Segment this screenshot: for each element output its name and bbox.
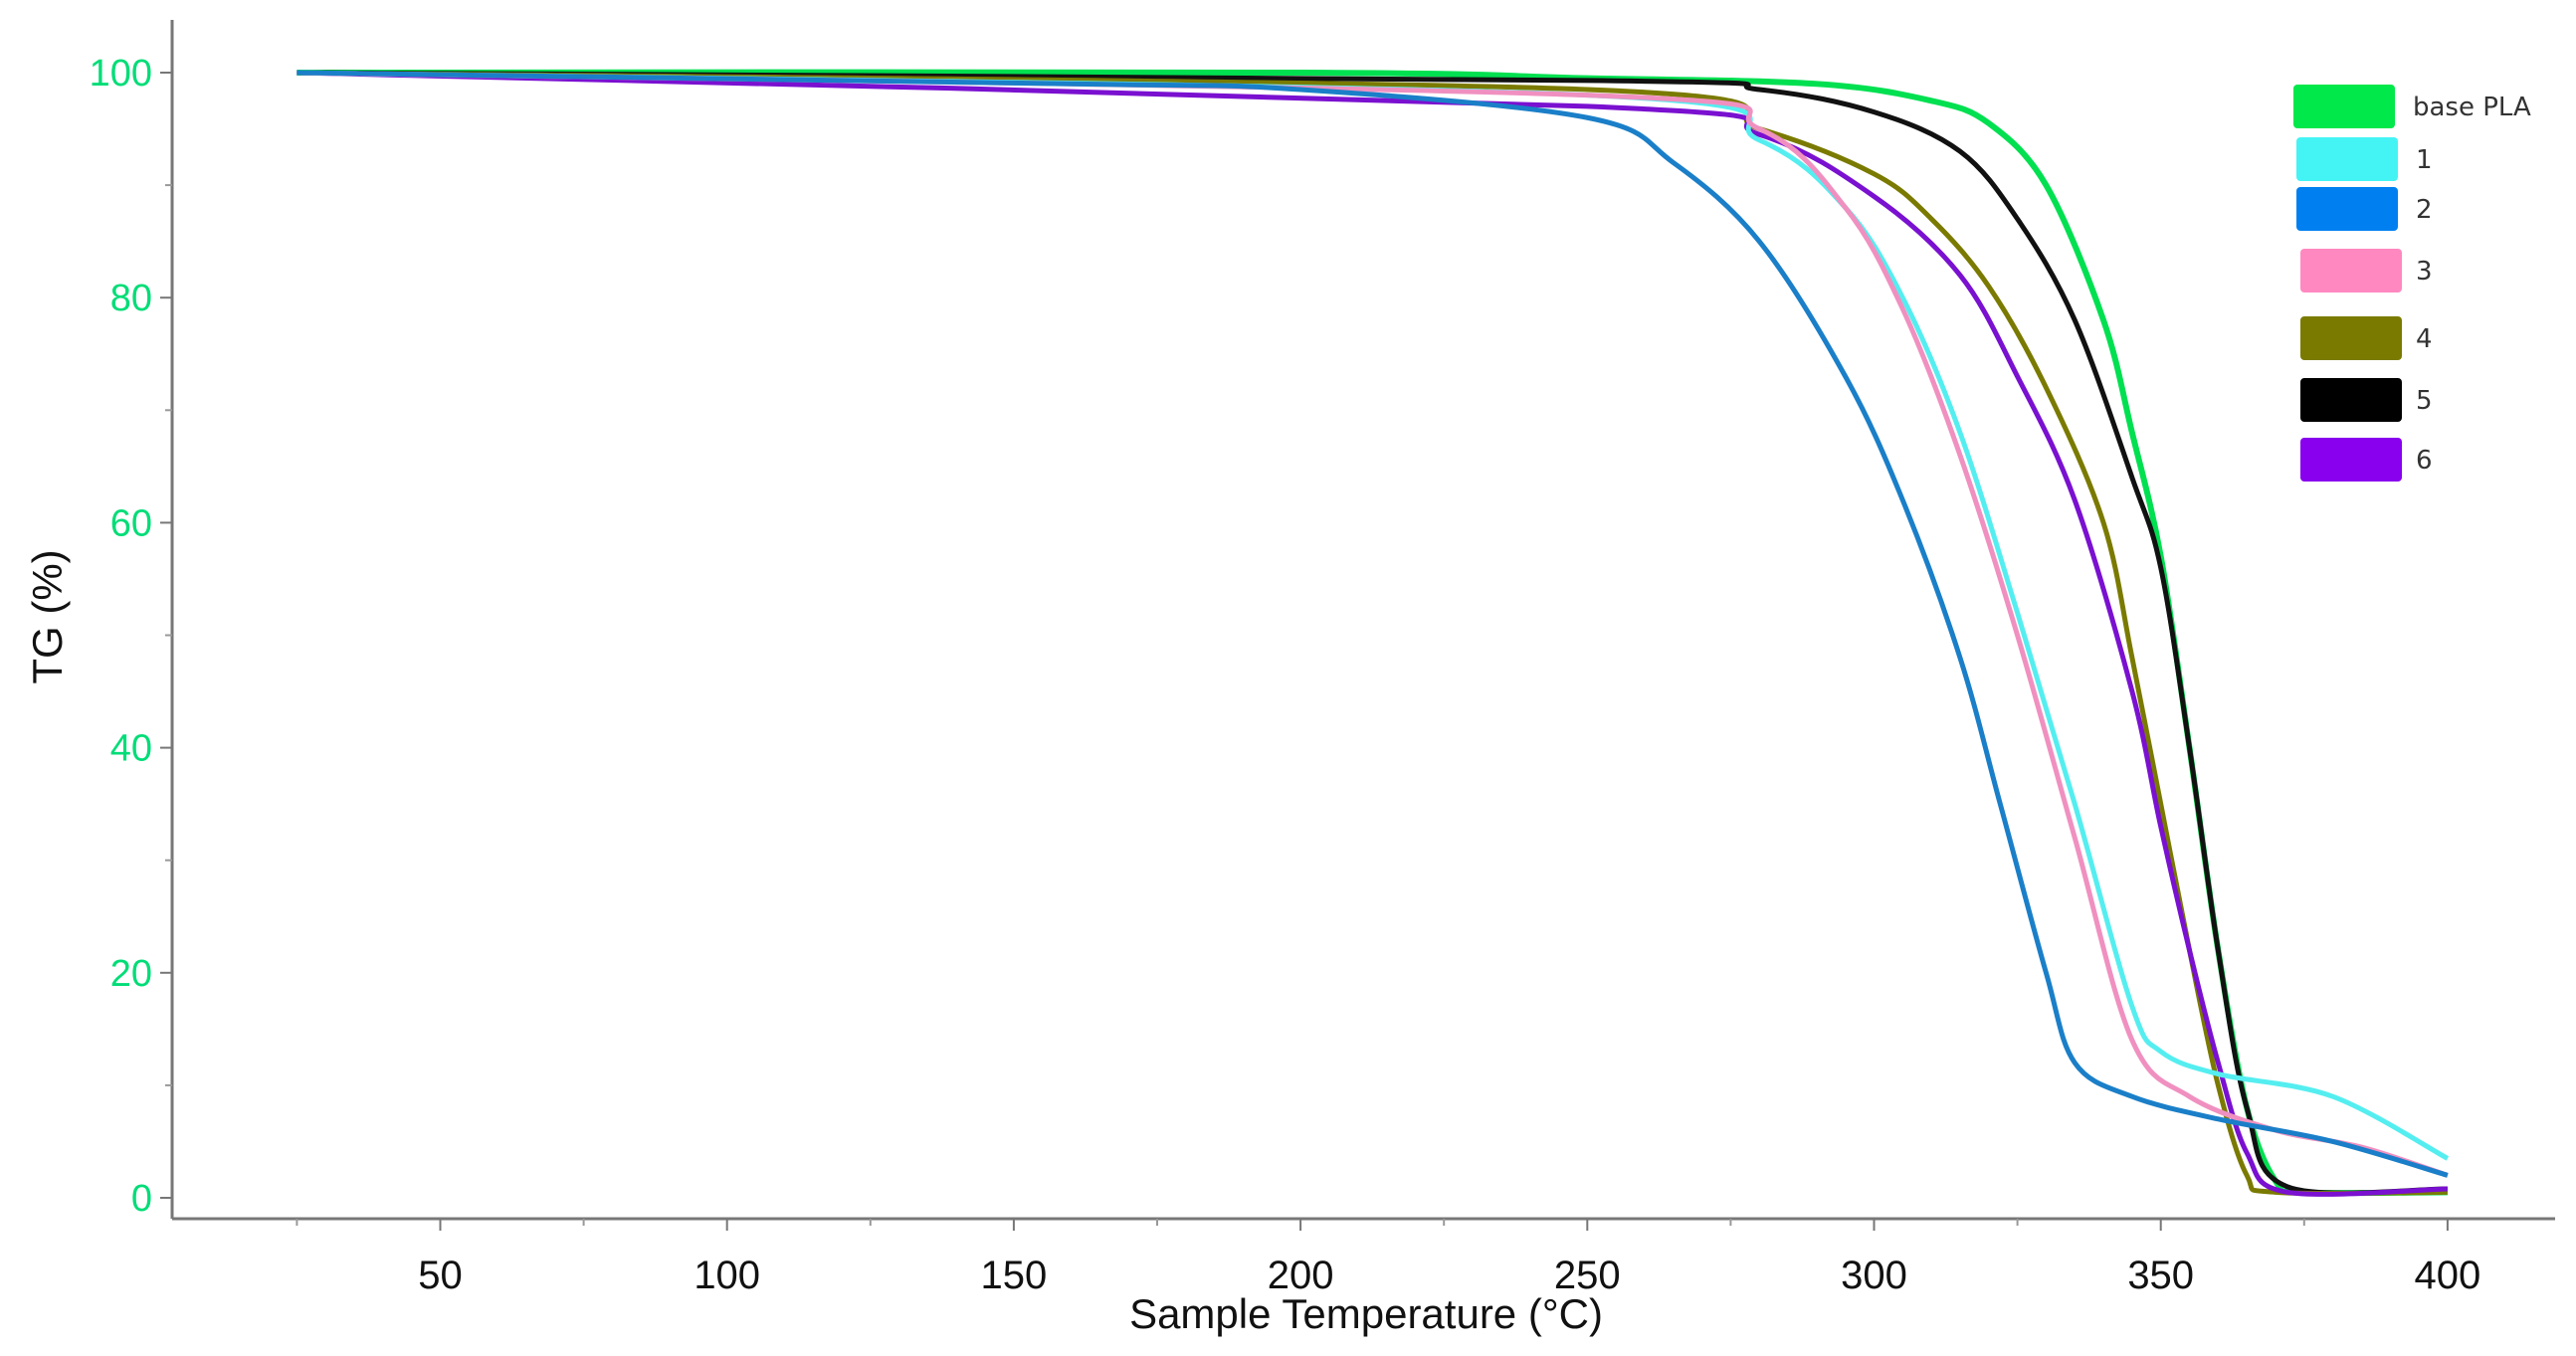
x-tick-label: 350 [2127,1254,2194,1297]
legend-swatch-icon [2300,316,2402,360]
legend-swatch-icon [2293,85,2395,128]
x-tick-label: 150 [981,1254,1048,1297]
x-tick-label: 400 [2415,1254,2481,1297]
legend-label: base PLA [2413,93,2531,122]
legend-label: 2 [2416,195,2433,225]
series-line-6 [297,70,2448,1197]
series-line-2 [297,70,2449,1178]
y-tick-label: 0 [131,1178,152,1220]
y-tick-label: 60 [110,502,152,544]
legend-swatch-icon [2300,249,2402,292]
series-line-5 [297,70,2448,1196]
legend: base PLA 1 2 3 4 5 6 [2293,85,2531,482]
series-line-4 [297,70,2448,1197]
legend-swatch-icon [2300,378,2402,422]
x-axis-label: Sample Temperature (°C) [1129,1290,1603,1337]
series-line-3 [297,70,2449,1178]
y-tick-label: 20 [110,953,152,995]
ticks: 0 20 40 60 80 100 50 100 150 200 250 300 350 400 [90,53,2481,1297]
legend-label: 4 [2416,324,2433,354]
y-tick-label: 80 [110,278,152,319]
y-tick-label: 100 [90,53,152,95]
legend-label: 1 [2416,145,2433,175]
y-axis-label: TG (%) [24,549,71,683]
legend-swatch-icon [2300,438,2402,482]
axes [170,20,2555,1221]
x-tick-label: 300 [1841,1254,1907,1297]
x-tick-label: 200 [1268,1254,1334,1297]
plot-lines [297,69,2450,1197]
legend-label: 5 [2416,386,2433,416]
legend-swatch-icon [2296,187,2398,231]
legend-label: 3 [2416,257,2433,287]
legend-swatch-icon [2296,137,2398,181]
x-tick-label: 50 [418,1254,463,1297]
y-tick-label: 40 [110,728,152,770]
x-tick-label: 100 [694,1254,760,1297]
x-tick-label: 250 [1554,1254,1621,1297]
legend-label: 6 [2416,446,2433,476]
